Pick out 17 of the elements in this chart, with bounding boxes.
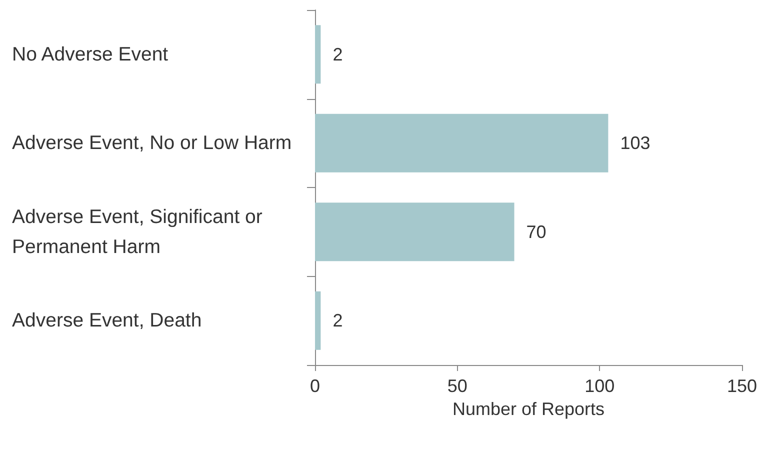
y-tick-label: Adverse Event, No or Low Harm bbox=[12, 132, 292, 154]
data-label: 70 bbox=[526, 222, 546, 242]
bar bbox=[315, 114, 608, 172]
data-label: 2 bbox=[332, 44, 343, 64]
x-tick-label: 100 bbox=[584, 376, 615, 396]
y-tick-label: Adverse Event, Significant or Permanent Harm bbox=[12, 206, 268, 258]
y-tick-label: Adverse Event, Death bbox=[12, 310, 202, 332]
x-tick-label: 0 bbox=[310, 376, 320, 396]
bar bbox=[315, 25, 321, 84]
y-tick-label: No Adverse Event bbox=[12, 43, 169, 66]
bar bbox=[315, 291, 321, 350]
bar bbox=[315, 202, 514, 262]
x-axis-title: Number of Reports bbox=[452, 398, 605, 419]
x-tick-label: 50 bbox=[447, 376, 468, 396]
x-tick-label: 150 bbox=[726, 376, 758, 396]
data-label: 2 bbox=[332, 310, 343, 331]
data-label: 103 bbox=[620, 133, 650, 154]
